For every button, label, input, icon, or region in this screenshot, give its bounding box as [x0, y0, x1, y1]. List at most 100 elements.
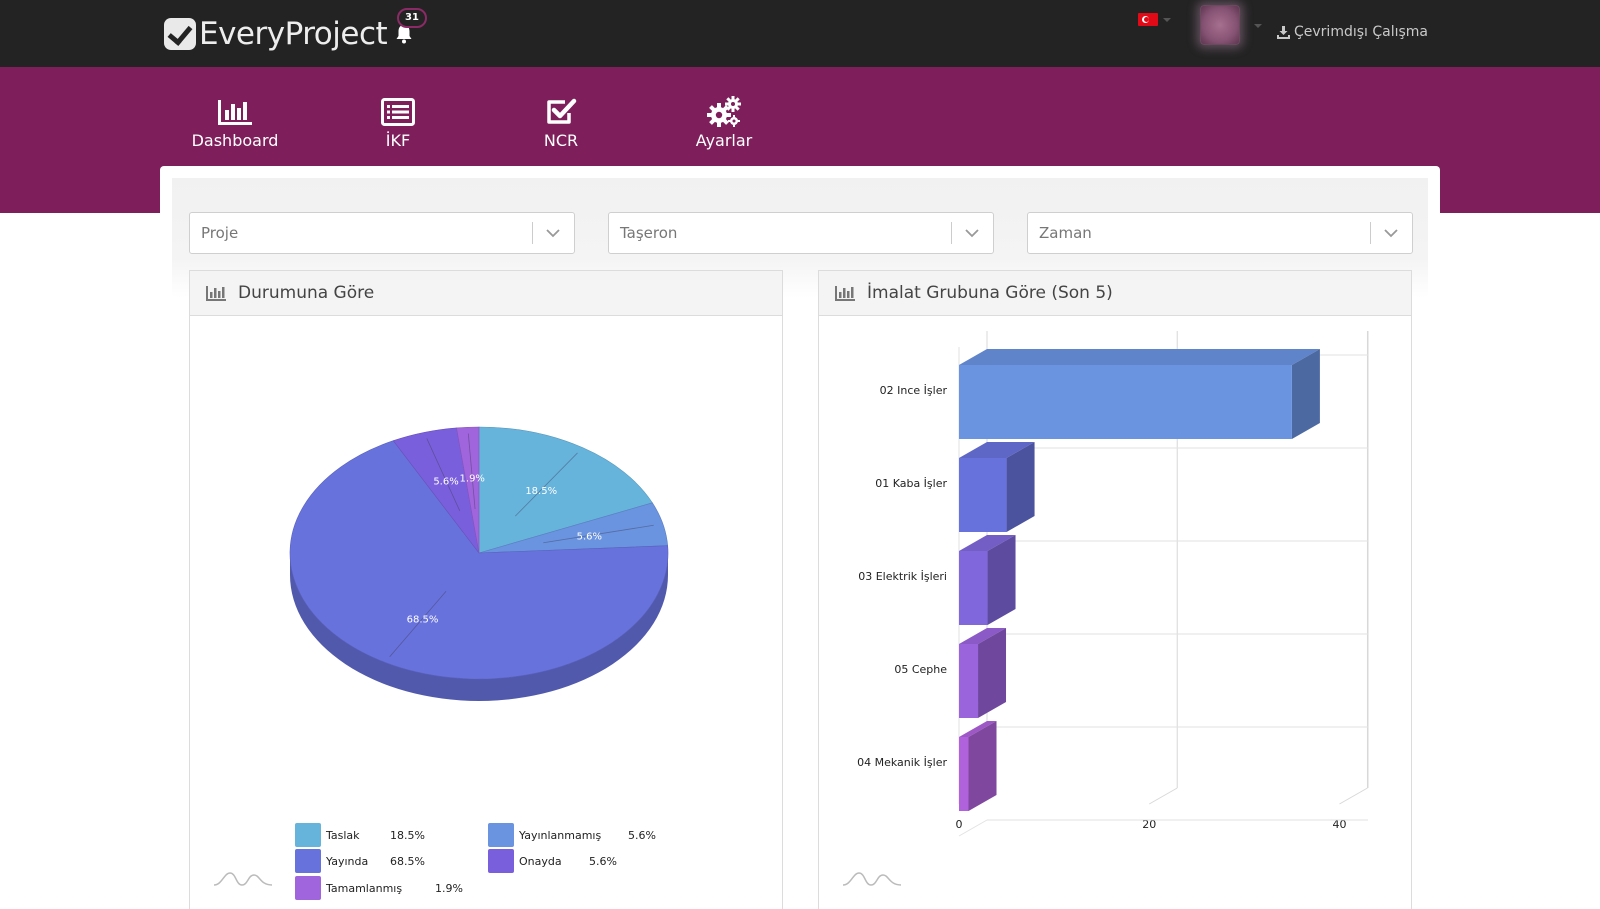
legend-value: 68.5% [390, 855, 425, 868]
language-caret-icon[interactable] [1163, 18, 1171, 22]
bar-chart-icon [175, 95, 295, 129]
y-category-label: 02 Ince İşler [880, 384, 948, 397]
group-bar-chart[interactable]: 0 20 40 02 Ince İşler 01 Kaba İşler 03 Elektr… [819, 317, 1411, 909]
pie-slice-yayında[interactable] [289, 440, 669, 680]
content-area: Proje Taşeron Zaman Durumuna Göre 18.5% 5… [160, 166, 1440, 909]
project-select-placeholder: Proje [201, 224, 239, 242]
pie-slice-tamamlanmış[interactable] [456, 426, 480, 554]
pie-data-label: 5.6% [433, 477, 458, 488]
notification-badge[interactable]: 31 [397, 8, 427, 28]
pie-label-leader [467, 433, 476, 510]
group-chart-header: İmalat Grubuna Göre (Son 5) [819, 271, 1411, 316]
chart-watermark-icon [842, 872, 902, 886]
chart-watermark-icon [213, 872, 273, 886]
group-chart-title: İmalat Grubuna Göre (Son 5) [867, 283, 1113, 303]
notification-bell-icon[interactable] [395, 24, 413, 44]
bar-side [1006, 442, 1035, 532]
legend-label[interactable]: Onayda [519, 855, 562, 868]
gears-icon [664, 95, 784, 129]
bar-side [1291, 349, 1320, 439]
legend-label[interactable]: Yayında [325, 855, 368, 868]
select-separator [1370, 222, 1371, 244]
pie-slice-side [290, 553, 668, 701]
x-tick-label: 40 [1332, 818, 1346, 831]
legend-swatch [488, 849, 514, 873]
user-avatar[interactable] [1200, 5, 1240, 45]
select-separator [951, 222, 952, 244]
pie-data-label: 1.9% [460, 474, 485, 485]
pie-label-leader [543, 524, 654, 544]
legend-value: 5.6% [589, 855, 617, 868]
time-select[interactable]: Zaman [1027, 212, 1413, 254]
logo-text: EveryProject [199, 16, 388, 52]
bar-top [959, 349, 1320, 365]
checkbox-icon [501, 95, 621, 129]
legend-label[interactable]: Yayınlanmamış [518, 829, 601, 842]
user-menu-caret-icon[interactable] [1254, 24, 1262, 28]
turkey-flag-icon[interactable] [1138, 13, 1158, 26]
nav-item-ayarlar[interactable]: Ayarlar [664, 95, 784, 150]
legend-swatch [488, 823, 514, 847]
pie-data-label: 18.5% [525, 486, 557, 497]
select-separator [532, 222, 533, 244]
pie-label-leader [426, 438, 461, 511]
chevron-down-icon [965, 229, 979, 238]
download-icon [1277, 25, 1290, 39]
bar-5[interactable] [959, 737, 969, 811]
legend-label[interactable]: Taslak [325, 829, 360, 842]
y-category-label: 03 Elektrik İşleri [858, 570, 947, 583]
status-chart-title: Durumuna Göre [238, 283, 375, 303]
bar-3[interactable] [959, 551, 988, 625]
app-logo[interactable]: EveryProject [164, 16, 388, 52]
legend-swatch [295, 876, 321, 900]
bar-chart-icon [835, 285, 855, 301]
subcontractor-select[interactable]: Taşeron [608, 212, 994, 254]
pie-label-leader [389, 590, 447, 658]
y-category-label: 01 Kaba İşler [875, 477, 947, 490]
bar-top [959, 628, 1007, 644]
x-tick-label: 0 [956, 818, 963, 831]
legend-value: 1.9% [435, 882, 463, 895]
pie-data-label: 68.5% [407, 615, 439, 626]
status-pie-chart[interactable]: 18.5%5.6%68.5%5.6% 1.9%Taslak 18.5% Yayınla… [190, 317, 782, 909]
bar-4[interactable] [959, 644, 979, 718]
bar-side [978, 628, 1007, 718]
grid-line [958, 819, 988, 837]
bar-side [987, 535, 1016, 625]
legend-label[interactable]: Tamamlanmış [325, 882, 402, 895]
legend-value: 5.6% [628, 829, 656, 842]
bar-chart-icon [206, 285, 226, 301]
nav-item-dashboard[interactable]: Dashboard [175, 95, 295, 150]
nav-item-ikf[interactable]: İKF [338, 95, 458, 150]
list-icon [338, 95, 458, 129]
grid-line [1339, 787, 1368, 805]
legend-value: 18.5% [390, 829, 425, 842]
nav-item-ncr[interactable]: NCR [501, 95, 621, 150]
nav-label-ayarlar: Ayarlar [695, 131, 753, 150]
offline-label: Çevrimdışı Çalışma [1294, 24, 1429, 40]
offline-mode-link[interactable]: Çevrimdışı Çalışma [1277, 24, 1428, 40]
chevron-down-icon [546, 229, 560, 238]
top-bar: EveryProject 31 Çevrimdışı Çalışma [0, 0, 1600, 67]
bar-2[interactable] [959, 458, 1007, 532]
legend-swatch [295, 823, 321, 847]
status-chart-header: Durumuna Göre [190, 271, 782, 316]
pie-label-leader [515, 452, 578, 517]
dashboard-container: Proje Taşeron Zaman Durumuna Göre 18.5% 5… [172, 178, 1428, 909]
pie-slice-taslak[interactable] [478, 426, 653, 554]
bar-top [959, 721, 997, 737]
bar-side [968, 721, 997, 811]
logo-check-icon [164, 18, 196, 50]
nav-label-ikf: İKF [385, 131, 411, 150]
status-chart-panel: Durumuna Göre 18.5% 5.6% 68.5% 5.6% 1.9% Tasl… [189, 270, 783, 909]
y-category-label: 04 Mekanik İşler [857, 756, 947, 769]
group-chart-panel: İmalat Grubuna Göre (Son 5) 0 20 40 02 Ince… [818, 270, 1412, 909]
subcontractor-select-placeholder: Taşeron [620, 224, 678, 242]
x-tick-label: 20 [1142, 818, 1156, 831]
project-select[interactable]: Proje [189, 212, 575, 254]
time-select-placeholder: Zaman [1039, 224, 1092, 242]
legend-swatch [295, 849, 321, 873]
bar-1[interactable] [959, 365, 1292, 439]
nav-label-ncr: NCR [543, 131, 579, 150]
bar-top [959, 535, 1016, 551]
